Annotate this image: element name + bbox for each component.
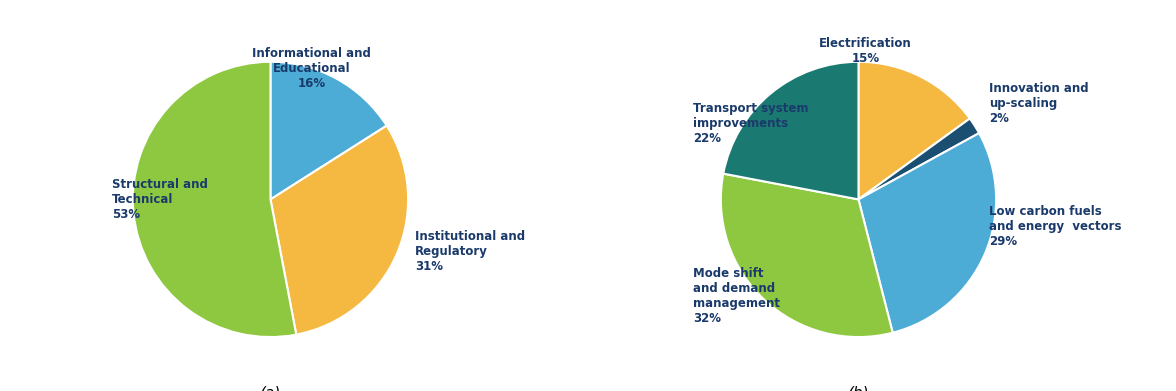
Text: (b): (b): [848, 385, 869, 391]
Wedge shape: [858, 133, 996, 333]
Wedge shape: [721, 174, 893, 337]
Text: Transport system
improvements
22%: Transport system improvements 22%: [694, 102, 809, 145]
Wedge shape: [723, 62, 858, 199]
Text: Structural and
Technical
53%: Structural and Technical 53%: [112, 178, 208, 221]
Wedge shape: [270, 62, 387, 199]
Text: Institutional and
Regulatory
31%: Institutional and Regulatory 31%: [415, 230, 526, 273]
Text: Low carbon fuels
and energy  vectors
29%: Low carbon fuels and energy vectors 29%: [989, 205, 1122, 248]
Wedge shape: [270, 126, 408, 335]
Text: Mode shift
and demand
management
32%: Mode shift and demand management 32%: [694, 267, 781, 325]
Wedge shape: [858, 118, 980, 199]
Wedge shape: [858, 62, 970, 199]
Text: Informational and
Educational
16%: Informational and Educational 16%: [253, 47, 372, 90]
Text: (a): (a): [260, 385, 281, 391]
Wedge shape: [133, 62, 296, 337]
Text: Electrification
15%: Electrification 15%: [818, 38, 911, 65]
Text: Innovation and
up-scaling
2%: Innovation and up-scaling 2%: [989, 82, 1089, 125]
